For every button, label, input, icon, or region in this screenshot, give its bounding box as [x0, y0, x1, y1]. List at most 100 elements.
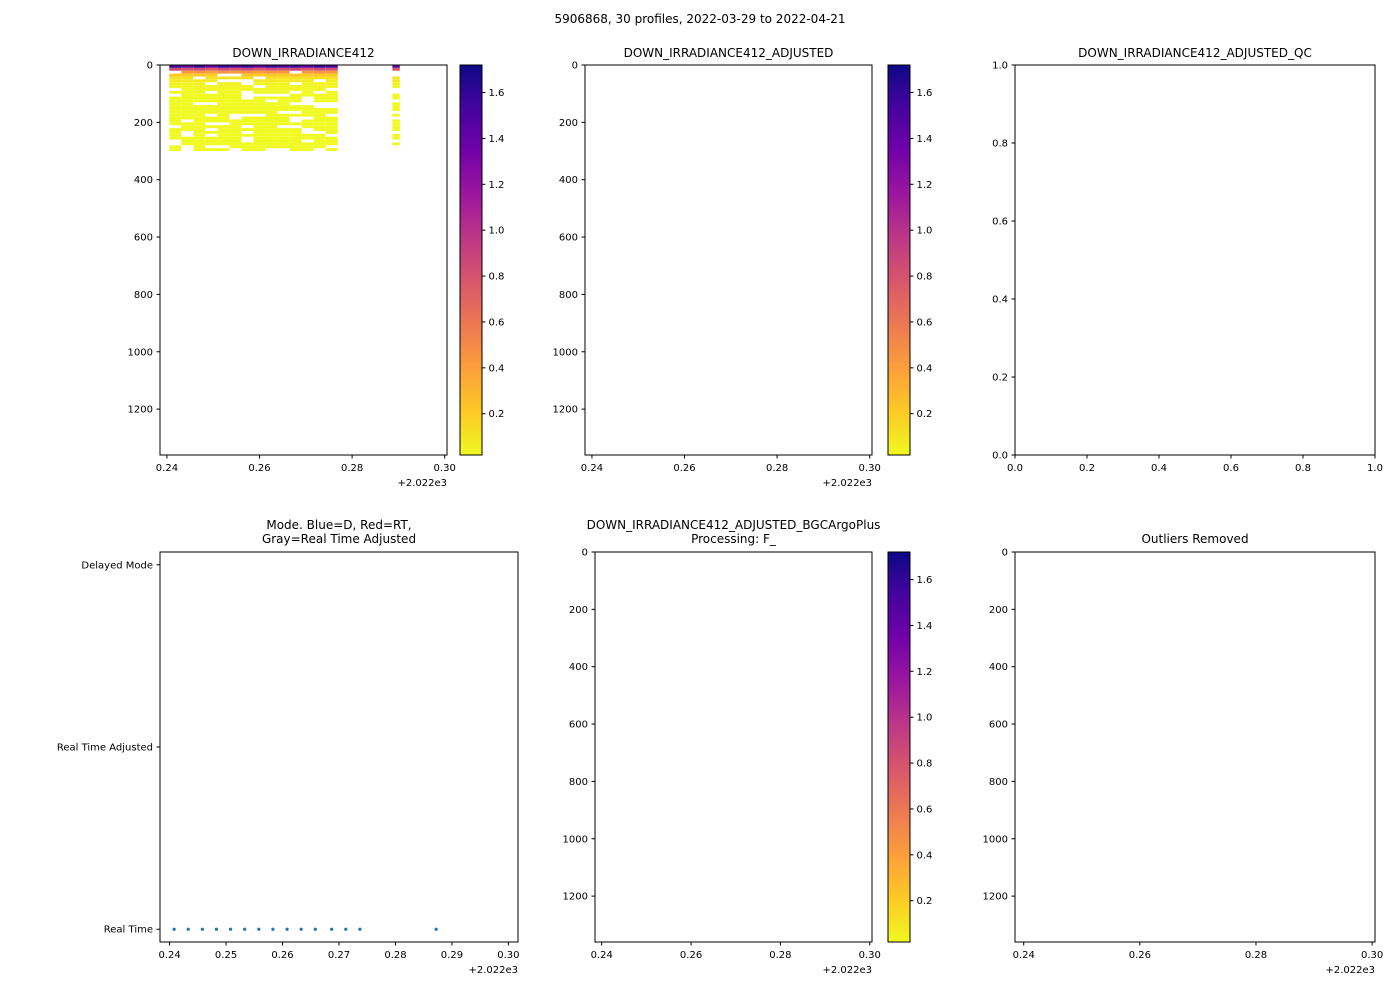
heatmap-cell: [181, 87, 194, 91]
x-tick-label: 0.30: [497, 950, 519, 961]
colorbar: [460, 65, 482, 455]
y-tick-label: 800: [989, 777, 1008, 788]
heatmap-cell: [253, 87, 266, 91]
y-tick-label: 0.4: [992, 295, 1008, 306]
x-tick-label: 0.24: [581, 463, 603, 474]
heatmap-cell: [229, 93, 242, 97]
heatmap-cell: [181, 110, 194, 114]
heatmap-cell: [253, 116, 266, 120]
y-tick-label: 1200: [553, 405, 578, 416]
heatmap-cell: [277, 82, 290, 86]
y-tick-label: 0: [147, 61, 153, 72]
y-tick-label: 1.0: [992, 61, 1008, 72]
heatmap-cell: [253, 128, 266, 131]
heatmap-cell: [325, 119, 338, 123]
heatmap-cell: [253, 79, 266, 83]
title-line: DOWN_IRRADIANCE412_ADJUSTED_BGCArgoPlus: [586, 518, 881, 532]
heatmap-cell: [253, 96, 266, 100]
x-axis-offset-label: +2.022e3: [822, 478, 872, 489]
y-tick-label: 0.0: [992, 451, 1008, 462]
subplot-out: 0.24 0.26 0.28 0.30 +2.022e3 0 200 400 600 800 100…: [983, 548, 1384, 977]
heatmap-cell: [265, 110, 278, 114]
heatmap-cell: [253, 102, 266, 106]
y-tick-label: 200: [989, 605, 1008, 616]
heatmap-cell: [169, 65, 182, 68]
heatmap-cell: [325, 139, 338, 143]
heatmap-cell: [169, 136, 182, 140]
heatmap-cell: [277, 99, 290, 103]
heatmap-cell: [265, 133, 278, 137]
y-tick-label: 1200: [563, 892, 588, 903]
heatmap-cell: [313, 96, 326, 100]
heatmap-cell: [169, 122, 182, 126]
colorbar-frame: [887, 551, 911, 943]
heatmap-cell: [313, 82, 326, 86]
heatmap-cell: [205, 70, 218, 74]
heatmap-cell: [289, 142, 302, 146]
heatmap-cell: [289, 93, 302, 97]
heatmap-cell: [193, 82, 206, 86]
heatmap-cell: [289, 105, 302, 109]
heatmap-cell: [229, 67, 242, 71]
heatmap-cell: [313, 145, 326, 149]
heatmap-cell: [253, 99, 266, 103]
heatmap-cell: [241, 116, 254, 120]
heatmap-cell: [301, 148, 314, 152]
heatmap-cell: [169, 128, 182, 131]
heatmap-cell: [253, 73, 266, 77]
colorbar-tick-label: 1.0: [917, 226, 933, 237]
heatmap-cell: [301, 70, 314, 74]
heatmap-cell: [217, 70, 230, 74]
heatmap-cell: [193, 110, 206, 114]
heatmap-cell: [181, 90, 194, 94]
heatmap-cell: [181, 73, 194, 77]
heatmap-cell: [277, 105, 290, 109]
heatmap-cell: [253, 133, 266, 137]
heatmap-cell: [325, 96, 338, 100]
heatmap-cell: [193, 85, 206, 88]
heatmap-cell: [193, 105, 206, 109]
heatmap-cell: [241, 122, 254, 126]
heatmap-cell: [205, 119, 218, 123]
y-tick-label: 800: [569, 777, 588, 788]
heatmap-cell: [181, 102, 194, 106]
heatmap-cell: [253, 105, 266, 109]
heatmap-cell: [277, 79, 290, 83]
subplot-irr: 0.24 0.26 0.28 0.30 +2.022e3 0 200 400 600 800 100…: [128, 61, 505, 490]
scatter-point: [214, 927, 219, 931]
x-tick-label: 0.2: [1079, 463, 1095, 474]
heatmap-cell: [181, 65, 194, 68]
heatmap-cell: [253, 136, 266, 140]
heatmap-cell: [217, 136, 230, 140]
axes-frame: [584, 64, 873, 456]
heatmap-cell: [229, 85, 242, 88]
heatmap-cell: [301, 113, 314, 117]
heatmap-cell: [265, 130, 278, 134]
heatmap-cell: [217, 130, 230, 134]
x-tick-label: 0.28: [341, 463, 363, 474]
heatmap-cell: [193, 108, 206, 111]
colorbar-tick-label: 1.4: [917, 621, 933, 632]
heatmap-cell: [193, 136, 206, 140]
colorbar-tick-label: 0.4: [917, 363, 933, 374]
y-tick-label: 600: [569, 720, 588, 731]
heatmap-cell: [169, 96, 182, 100]
heatmap-cell: [193, 116, 206, 120]
scatter-point: [172, 927, 176, 931]
heatmap-cell: [313, 93, 326, 97]
colorbar-tick-label: 0.2: [917, 409, 933, 420]
heatmap-cell: [392, 76, 400, 80]
heatmap-cell: [392, 93, 400, 97]
heatmap-cell: [193, 148, 206, 152]
heatmap-cell: [301, 133, 314, 137]
heatmap-cell: [325, 128, 338, 131]
heatmap-cell: [325, 130, 338, 134]
heatmap-cell: [265, 122, 278, 126]
x-tick-label: 1.0: [1367, 463, 1383, 474]
heatmap-cell: [241, 102, 254, 106]
heatmap-cell: [193, 73, 206, 77]
heatmap-cell: [325, 136, 338, 140]
heatmap-cell: [229, 142, 242, 146]
y-tick-label: 800: [559, 290, 578, 301]
